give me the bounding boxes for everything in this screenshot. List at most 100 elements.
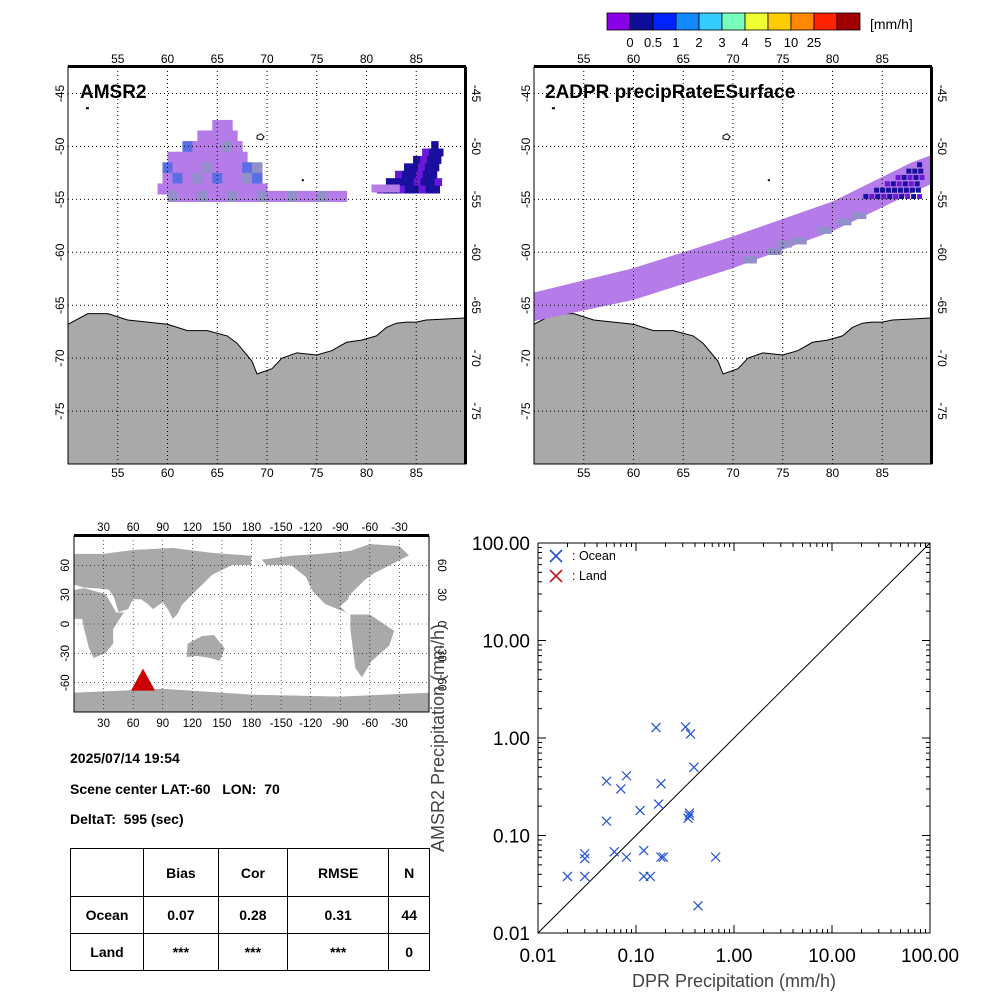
- rain-pixel: [914, 181, 920, 187]
- rain-pixel: [874, 187, 880, 193]
- amsr2-lon-tick-bottom: 80: [360, 466, 374, 480]
- colorbar-swatch: [629, 12, 654, 31]
- amsr2-lat-tick-right: -55: [469, 191, 483, 209]
- globe-lat-tick-right: -30: [435, 645, 447, 662]
- rain-pixel: [909, 187, 915, 193]
- rain-pixel: [217, 183, 228, 195]
- scatter-point: [710, 852, 721, 863]
- dpr-antarctica-land: [533, 313, 933, 465]
- scatter-point-stroke: [579, 871, 590, 882]
- scatter-point-stroke: [615, 784, 626, 794]
- datetime-text: 2025/07/14 19:54: [70, 750, 180, 766]
- rain-pixel: [413, 178, 422, 187]
- rain-pixel: [394, 170, 403, 179]
- rain-pixel: [371, 184, 379, 193]
- rain-pixel: [306, 190, 318, 202]
- amsr2-lat-tick-left: -70: [53, 349, 67, 367]
- rain-pixel: [378, 184, 386, 193]
- stats-cell: 0.07: [143, 896, 219, 934]
- colorbar-svg: 0 0.5 1 2 3 4 5 10 25: [606, 12, 861, 50]
- rain-pixel: [207, 151, 218, 163]
- dpr-lat-tick-left: -50: [519, 137, 533, 155]
- colorbar-label: 0.5: [644, 35, 662, 50]
- stats-row-label: Land: [70, 933, 144, 971]
- amsr2-lon-tick-bottom: 65: [211, 466, 225, 480]
- rain-pixel: [426, 155, 435, 164]
- globe-australia: [186, 634, 226, 662]
- map-dpr-svg: 55 55 60 60 65 65 70 70 75 75 80 80 85 85 -45 -45 -50 -50…: [519, 52, 949, 480]
- dpr-gray-patch: [792, 237, 807, 245]
- scatter-point-stroke: [651, 722, 661, 733]
- dpr-lat-tick-right: -60: [935, 244, 949, 262]
- colorbar-swatch: [652, 12, 677, 31]
- rain-pixel: [881, 194, 887, 200]
- scatter-point-stroke: [609, 846, 620, 857]
- scatter-point: [579, 871, 590, 882]
- scatter-point: [656, 778, 666, 789]
- rain-pixel: [911, 194, 917, 200]
- dpr-lon-tick-bottom: 60: [627, 466, 641, 480]
- scatter-x-axis-label: DPR Precipitation (mm/h): [632, 971, 836, 991]
- stats-header-n: N: [388, 848, 430, 897]
- scatter-point: [693, 900, 704, 911]
- rain-pixel: [222, 119, 233, 132]
- scatter-x-tick-label: 10.00: [808, 946, 856, 967]
- colorbar-label: 1: [672, 35, 679, 50]
- amsr2-lat-tick-right: -65: [469, 297, 483, 315]
- amsr2-lat-tick-right: -45: [469, 85, 483, 103]
- rain-pixel: [417, 163, 426, 172]
- rain-pixel: [257, 190, 268, 202]
- globe-lat-tick-right: 30: [435, 588, 447, 601]
- rain-pixel: [257, 183, 268, 195]
- rain-pixel: [192, 172, 203, 184]
- colorbar-swatch: [698, 12, 723, 31]
- scatter-point-stroke: [656, 778, 666, 789]
- rain-pixel: [427, 178, 436, 187]
- amsr2-lat-tick-right: -60: [469, 244, 483, 262]
- rain-pixel: [908, 181, 914, 187]
- rain-pixel: [232, 141, 243, 153]
- rain-pixel: [917, 194, 923, 200]
- rain-pixel: [217, 151, 228, 163]
- stats-header-cor: Cor: [217, 848, 288, 897]
- dpr-lat-tick-left: -75: [519, 402, 533, 420]
- rain-pixel: [227, 151, 238, 163]
- scatter-point: [658, 852, 669, 863]
- dpr-island-kerguelen: [722, 133, 731, 141]
- rain-pixel: [434, 178, 443, 187]
- rain-pixel: [886, 187, 892, 193]
- rain-pixel: [242, 162, 253, 174]
- scatter-point-stroke: [658, 852, 669, 863]
- scatter-point-stroke: [710, 852, 721, 863]
- rain-pixel: [207, 130, 218, 142]
- colorbar-swatch: [721, 12, 746, 31]
- rain-pixel: [172, 162, 183, 174]
- scatter-x-tick-label: 100.00: [901, 946, 959, 967]
- scatter-point-stroke: [579, 853, 590, 864]
- dpr-lon-tick-top: 60: [627, 52, 641, 66]
- rain-pixel: [182, 141, 193, 153]
- rain-pixel: [336, 190, 348, 202]
- dpr-lat-tick-right: -70: [935, 349, 949, 367]
- rain-pixel: [252, 162, 263, 174]
- globe-lat-tick-right: 60: [435, 559, 447, 572]
- rain-pixel: [401, 170, 410, 179]
- rain-pixel: [425, 185, 434, 194]
- rain-pixel: [917, 162, 923, 168]
- rain-pixel: [187, 151, 198, 163]
- globe-north-america: [260, 543, 410, 617]
- rain-pixel: [187, 183, 198, 195]
- rain-pixel: [392, 184, 400, 193]
- scatter-point-stroke: [656, 852, 666, 863]
- rain-pixel: [433, 155, 442, 164]
- globe-lon-tick-bottom: -150: [270, 718, 293, 730]
- rain-pixel: [408, 170, 417, 179]
- amsr2-frame-top: [68, 65, 466, 68]
- rain-pixel: [431, 163, 440, 172]
- globe-lat-tick-right: -60: [435, 674, 447, 691]
- amsr2-lon-tick-top: 60: [161, 52, 175, 66]
- amsr2-lat-tick-right: -70: [469, 349, 483, 367]
- globe-lon-tick-bottom: 150: [212, 718, 231, 730]
- dpr-lat-tick-left: -65: [519, 296, 533, 314]
- scatter-x-tick-label: 0.01: [520, 946, 557, 967]
